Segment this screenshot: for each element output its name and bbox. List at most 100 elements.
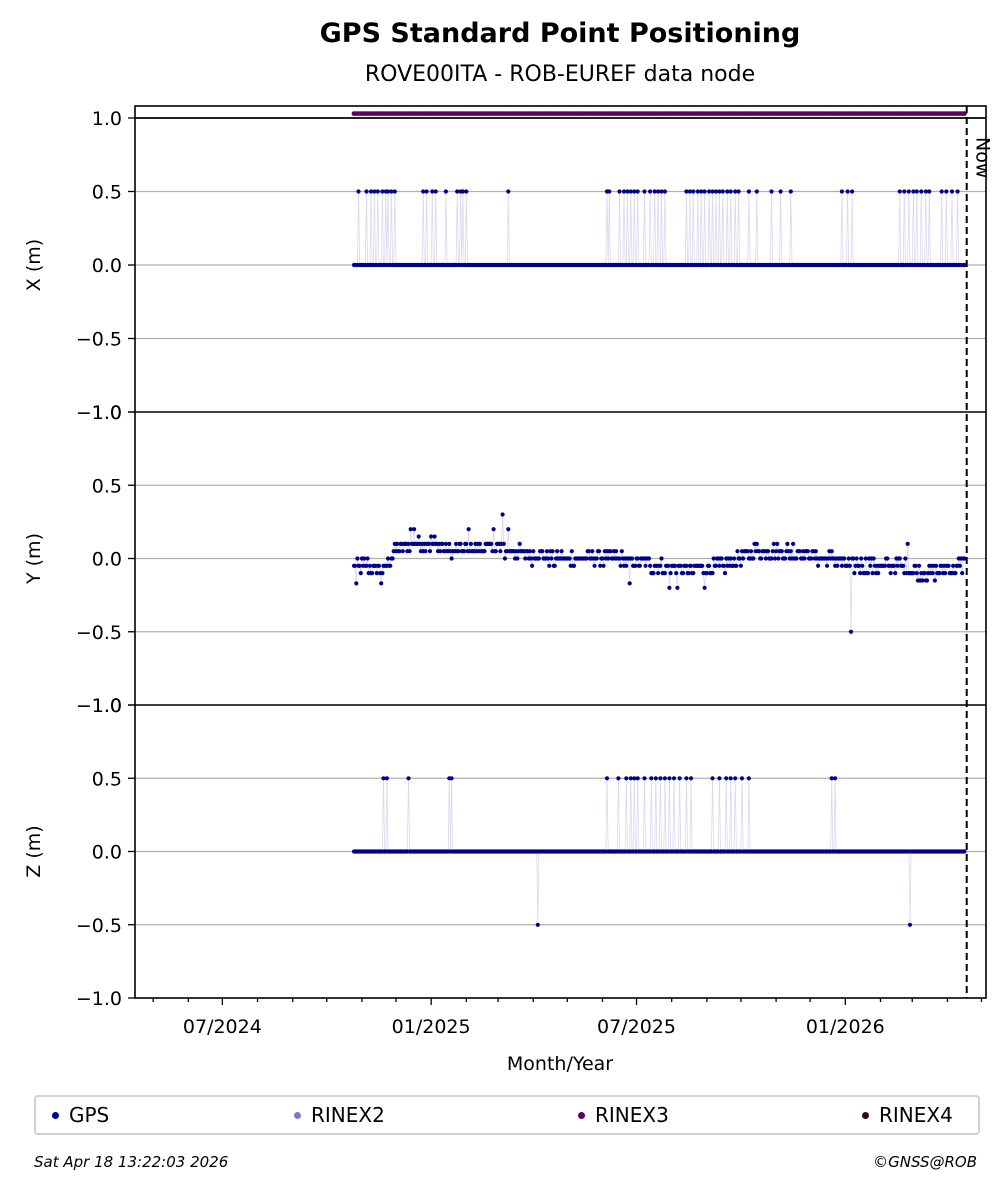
gps-point [456,549,461,554]
gps-point [500,512,505,517]
gps-point [635,776,640,781]
gps-point [702,585,707,590]
gps-point [953,571,958,576]
gps-point [527,549,533,554]
gps-point [597,549,602,554]
gps-point [788,549,793,554]
gps-point [632,189,637,194]
gps-point [432,534,437,539]
gps-point [617,556,622,561]
gps-point [733,189,738,194]
gps-point [944,189,949,194]
gps-point [728,556,733,561]
gps-point [646,556,652,561]
legend-item-rinex3: RINEX3 [578,1097,669,1133]
y-tick-label: 0.0 [92,842,122,864]
gps-point [464,189,469,194]
gps-point [734,563,739,568]
gps-point [914,189,919,194]
y-tick-label: −1.0 [76,988,122,1010]
gps-point [737,556,742,561]
gps-point [656,189,661,194]
gps-point [666,563,671,568]
gps-point [846,556,851,561]
gps-point [659,189,664,194]
gps-point [354,581,359,586]
gps-point [839,563,845,568]
gps-point [429,534,434,539]
legend-label-rinex4: RINEX4 [879,1103,953,1127]
gps-point [531,549,536,554]
x-tick-label: 01/2025 [392,1016,471,1038]
gps-point [687,189,693,194]
gps-point [594,556,599,561]
legend-marker-gps [52,1111,59,1119]
gps-point [728,189,733,194]
plot-frame [134,105,987,999]
gps-point [745,549,750,554]
gps-point [829,549,834,554]
gps-point [642,776,647,781]
gps-point [536,556,542,561]
gps-point [592,563,597,568]
gps-point [498,549,503,554]
gps-point [633,563,638,568]
panels: 1.0 0.5 0.0 −0.5 −1.0 X (m) 1.0 0.5 0.0 −0.5 −1.0 Y… [23,105,994,1010]
gps-point [684,189,689,194]
gps-point [686,571,691,576]
gps-point [604,776,610,781]
gps-point [868,563,873,568]
gps-point [614,549,619,554]
panel-y: 1.0 0.5 0.0 −0.5 −1.0 Y (m) [23,402,986,717]
gps-point [746,776,752,781]
footer-timestamp: Sat Apr 18 13:22:03 2026 [34,1153,229,1171]
gps-point [547,563,552,568]
gps-point [628,189,633,194]
gps-point [766,549,771,554]
gps-point [791,541,796,547]
gps-point [897,189,902,194]
gps-point [364,189,369,194]
gps-series-line [354,191,965,266]
gps-point [802,556,807,561]
gps-point [835,563,840,568]
gps-point [493,549,498,554]
gps-point [893,571,898,576]
gps-point [506,527,511,532]
gps-point [501,541,506,547]
gps-point [751,556,756,561]
gps-point [919,189,924,194]
gps-point [736,189,741,194]
gps-point [707,189,712,194]
gps-point [559,549,564,554]
gps-point [353,563,358,568]
legend-marker-rinex3 [578,1111,585,1119]
gps-point [710,571,715,576]
gps-point [962,262,967,268]
gps-point [385,556,391,561]
y-axis-label: Z (m) [23,825,45,877]
gps-point [684,563,689,568]
gps-point [662,189,668,194]
gps-point [914,571,919,576]
gps-point [477,541,482,547]
gps-point [813,549,818,554]
gps-point [678,563,683,568]
gps-point [517,541,522,547]
gps-point [774,549,779,554]
y-axis-label: Y (m) [23,533,45,585]
gps-point [426,541,431,547]
legend: GPS RINEX2 RINEX3 RINEX4 [34,1095,980,1135]
gps-point [897,556,902,561]
gps-point [643,563,648,568]
y-tick-label: −1.0 [76,402,122,424]
gps-point [395,541,400,547]
x-axis: 07/2024 01/2025 07/2025 01/2026 [152,998,983,1038]
gps-point [946,563,951,568]
gps-point [443,541,448,547]
gps-point [662,776,668,781]
gps-point [860,563,865,568]
gps-point [651,571,656,576]
gps-point [502,556,507,561]
gps-point [567,556,572,561]
